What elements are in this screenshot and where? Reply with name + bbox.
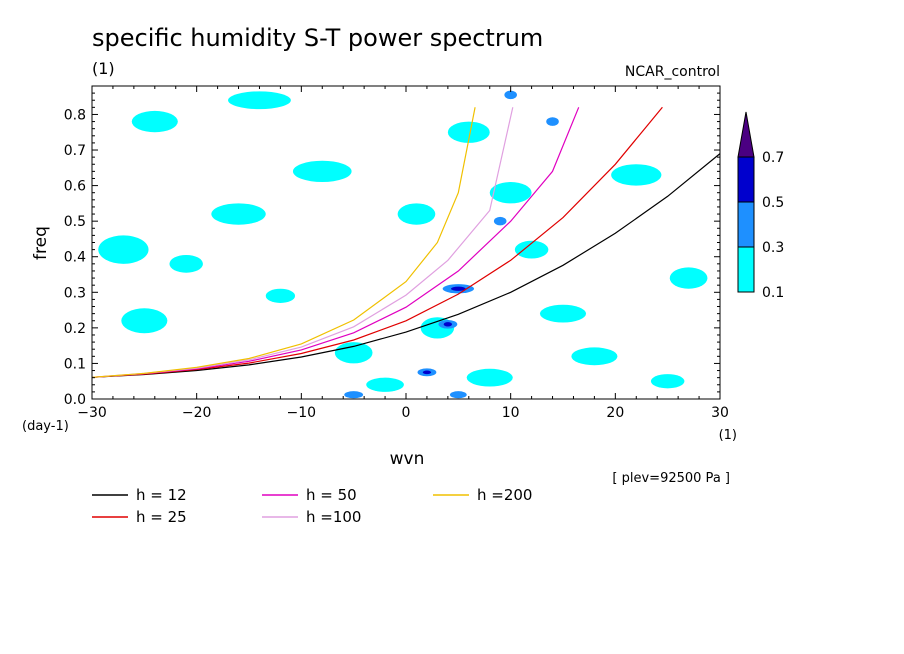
- contour-patch-8: [397, 203, 436, 225]
- contour-patch-27: [546, 117, 559, 126]
- contour-patch-15: [571, 347, 618, 366]
- y-tick-label: 0.6: [64, 179, 86, 195]
- x-tick-label: −10: [287, 405, 317, 421]
- x-axis-label: wvn: [390, 449, 425, 469]
- contour-patch-1: [228, 91, 291, 110]
- contour-patch-5: [211, 203, 266, 225]
- x-tick-label: −20: [182, 405, 212, 421]
- x-tick-label: 0: [402, 405, 411, 421]
- colorbar-label: 0.3: [762, 240, 784, 256]
- contour-patch-19: [514, 240, 549, 259]
- y-tick-label: 0.0: [64, 392, 86, 408]
- x-tick-label: 10: [502, 405, 520, 421]
- curve-h25: [91, 106, 663, 378]
- contour-patch-0: [131, 110, 178, 133]
- legend-label: h =100: [306, 508, 361, 526]
- contour-patch-9: [447, 121, 490, 143]
- legend-label: h =200: [477, 486, 532, 504]
- colorbar-arrow: [737, 111, 755, 158]
- x-axis: −30 −20 −10 0 10 20 30: [77, 86, 729, 421]
- y-tick-label: 0.7: [64, 143, 86, 159]
- contour-patch-26: [493, 216, 507, 226]
- contour-patch-7: [265, 288, 296, 303]
- y-unit-label: (day-1): [22, 419, 69, 434]
- contour-patch-2: [292, 160, 352, 183]
- chart-title: specific humidity S-T power spectrum: [92, 24, 543, 52]
- colorbar-label: 0.5: [762, 195, 784, 211]
- colorbar-label: 0.1: [762, 285, 784, 301]
- contour-patch-30: [443, 322, 453, 327]
- contour-patch-31: [422, 370, 432, 375]
- x-unit-label: (1): [719, 428, 737, 443]
- colorbar-label: 0.7: [762, 150, 784, 166]
- colorbar-segment: [737, 201, 755, 248]
- y-tick-label: 0.5: [64, 214, 86, 230]
- contour-patch-3: [98, 235, 149, 264]
- contour-patch-13: [611, 164, 662, 186]
- contour-patch-6: [121, 308, 168, 334]
- y-tick-label: 0.2: [64, 321, 86, 337]
- y-tick-label: 0.1: [64, 356, 86, 372]
- contour-patch-16: [366, 377, 404, 392]
- x-tick-label: 30: [711, 405, 729, 421]
- contour-patch-18: [650, 374, 685, 389]
- x-tick-label: −30: [77, 405, 107, 421]
- dispersion-curves: [91, 106, 721, 378]
- run-label: NCAR_control: [625, 64, 720, 80]
- contour-patch-4: [169, 254, 203, 273]
- chart-subtitle: (1): [92, 59, 115, 78]
- y-axis-label: freq: [31, 226, 51, 260]
- x-tick-label: 20: [606, 405, 624, 421]
- contour-patch-29: [451, 286, 466, 291]
- y-tick-label: 0.4: [64, 250, 86, 266]
- colorbar: 0.1 0.3 0.5 0.7: [737, 111, 784, 301]
- contour-patch-17: [466, 368, 513, 387]
- y-axis: 0.0 0.1 0.2 0.3 0.4 0.5 0.6 0.7 0.8: [64, 92, 720, 408]
- curve-h12: [91, 153, 721, 378]
- contour-patch-14: [669, 267, 708, 289]
- legend-label: h = 50: [306, 486, 357, 504]
- y-tick-label: 0.3: [64, 285, 86, 301]
- curve-h200: [91, 107, 476, 378]
- contour-patches: [98, 90, 708, 399]
- level-note: [ plev=92500 Pa ]: [612, 471, 730, 486]
- contour-patch-24: [449, 391, 467, 399]
- contour-patch-20: [489, 182, 532, 204]
- contour-patch-23: [344, 391, 364, 399]
- legend-label: h = 25: [136, 508, 187, 526]
- contour-patch-12: [539, 304, 587, 323]
- colorbar-segment: [737, 156, 755, 203]
- colorbar-segment: [737, 246, 755, 293]
- contour-patch-28: [504, 90, 517, 100]
- legend-label: h = 12: [136, 486, 187, 504]
- contour-patch-10: [334, 342, 373, 364]
- legend: h = 12 h = 25 h = 50 h =100 h =200: [92, 486, 532, 526]
- y-tick-label: 0.8: [64, 107, 86, 123]
